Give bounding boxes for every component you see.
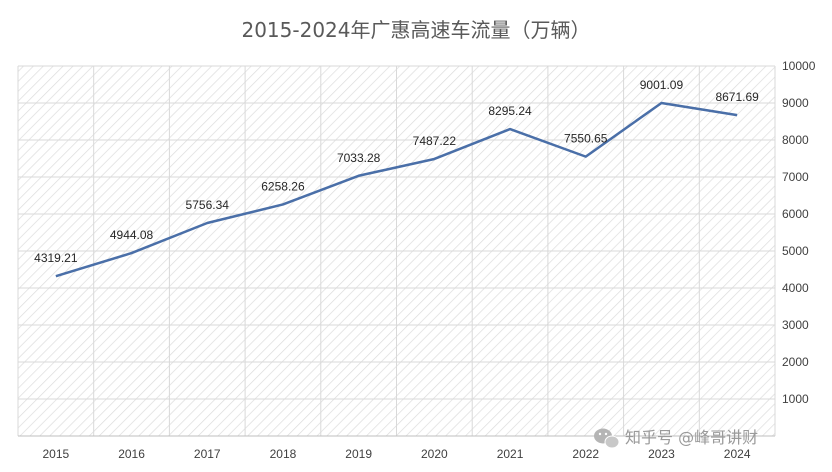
x-tick-label: 2020 [421,447,448,461]
x-tick-label: 2021 [497,447,524,461]
y-tick-label: 10000 [782,59,816,73]
gridlines [17,65,776,437]
y-tick-label: 3000 [782,318,809,332]
data-label: 9001.09 [640,78,684,92]
watermark: 知乎号 @峰哥讲财 [594,428,758,449]
wechat-icon [594,428,620,449]
x-tick-label: 2015 [42,447,69,461]
watermark-text: 知乎号 @峰哥讲财 [625,428,758,447]
y-tick-label: 2000 [782,355,809,369]
x-axis: 2015 2016 2017 2018 2019 2020 2021 2022 2023 2024 [42,447,750,461]
x-tick-label: 2023 [648,447,675,461]
x-tick-label: 2024 [724,447,751,461]
y-tick-label: 6000 [782,207,809,221]
y-axis: 1000 2000 3000 4000 5000 6000 7000 8000 9000 1000… [782,59,816,406]
data-label: 8295.24 [488,104,532,118]
data-label: 4319.21 [34,251,78,265]
data-label: 7487.22 [413,134,457,148]
data-label: 4944.08 [110,228,154,242]
series-line [55,101,738,278]
data-labels: 4319.21 4944.08 5756.34 6258.26 7033.28 7487.… [34,78,759,277]
x-tick-label: 2018 [270,447,297,461]
data-label: 6258.26 [261,179,305,193]
x-tick-label: 2019 [345,447,372,461]
y-tick-label: 8000 [782,133,809,147]
y-tick-label: 5000 [782,244,809,258]
chart-title: 2015-2024年广惠高速车流量（万辆） [241,18,590,42]
y-tick-label: 4000 [782,281,809,295]
data-label: 8671.69 [715,90,759,104]
x-tick-label: 2022 [572,447,599,461]
y-tick-label: 1000 [782,392,809,406]
x-tick-label: 2016 [118,447,145,461]
y-tick-label: 9000 [782,96,809,110]
x-tick-label: 2017 [194,447,221,461]
data-label: 7550.65 [564,132,608,146]
y-tick-label: 7000 [782,170,809,184]
data-label: 5756.34 [186,198,230,212]
data-label: 7033.28 [337,151,381,165]
